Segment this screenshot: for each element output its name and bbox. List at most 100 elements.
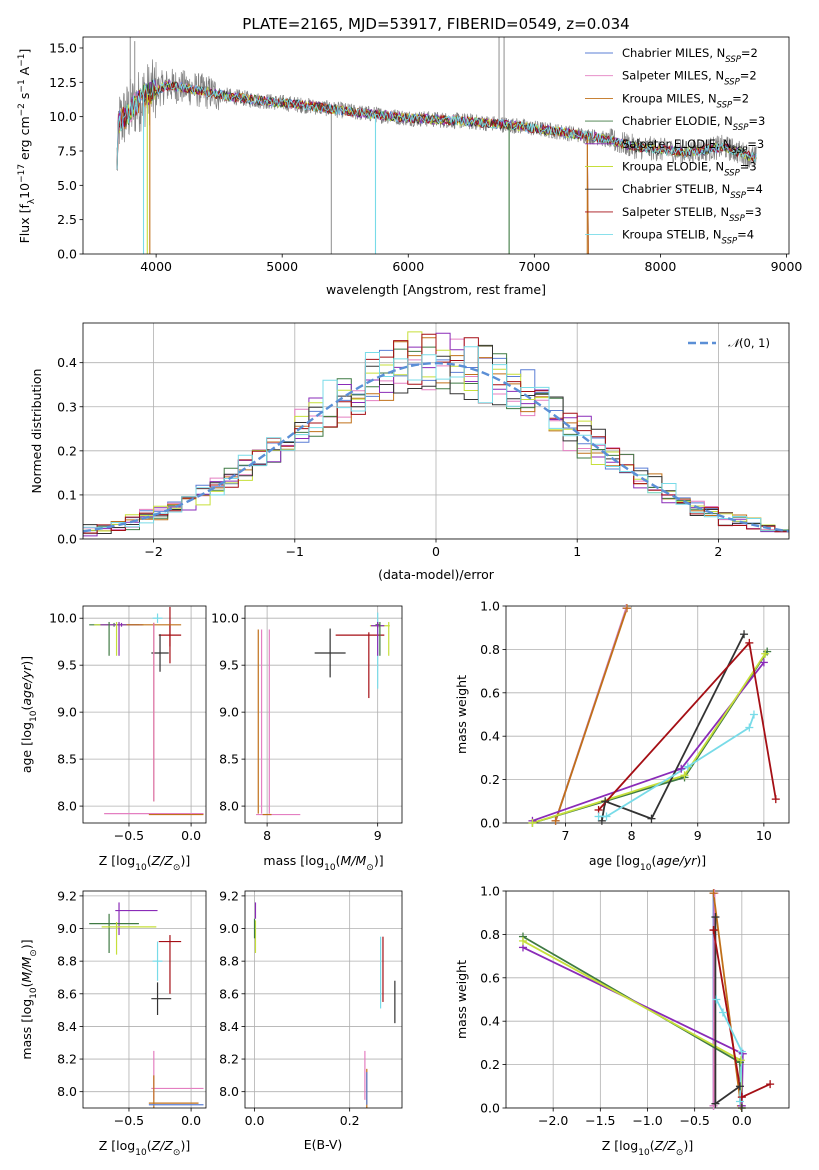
- x-tick-label: 0.0: [245, 1113, 265, 1128]
- massweight_vs_age-frame: [505, 605, 790, 824]
- massweight_vs_Z-xlabel: Z [log10(Z/Z⊙)]: [602, 1138, 693, 1158]
- y-tick-label: 2.5: [57, 212, 77, 227]
- y-tick-label: 8.5: [57, 752, 77, 767]
- label-part: 10: [638, 1148, 650, 1158]
- age_vs_mass-axes: 8 9 8.0 8.5 9.0 9.5 10.0: [211, 605, 403, 843]
- label-part: 10: [640, 863, 652, 873]
- mass_vs_Z-frame: [82, 890, 207, 1109]
- y-tick-label: 8.0: [57, 799, 77, 814]
- label-part: ⊙: [366, 863, 374, 873]
- x-tick-label: −2.0: [538, 1113, 568, 1128]
- y-tick-label: 8.2: [219, 1052, 239, 1067]
- mass_vs_Z-plot: [83, 891, 206, 1108]
- massweight_vs_age-plot: [506, 606, 789, 823]
- label-part: Z/Z: [151, 1138, 174, 1153]
- label-part: 10: [135, 863, 147, 873]
- label-part: ]: [17, 49, 32, 54]
- legend-name: Chabrier ELODIE, N: [622, 114, 733, 128]
- y-tick-label: 5.0: [57, 178, 77, 193]
- age_vs_mass-frame: [244, 605, 403, 824]
- x-tick-label: 0.0: [181, 828, 201, 843]
- residuals-legend: 𝒩(0, 1): [688, 336, 770, 350]
- x-tick-label: 9000: [771, 259, 803, 274]
- x-tick-label: 4000: [140, 259, 172, 274]
- age_vs_mass-plot: [245, 606, 402, 823]
- normal-curve: [83, 361, 789, 533]
- y-tick-label: 0.2: [57, 443, 77, 458]
- legend-entry: Chabrier ELODIE, NSSP=3: [622, 114, 765, 133]
- label-part: )]: [19, 939, 34, 949]
- y-tick-label: 0.0: [57, 247, 77, 262]
- y-tick-label: 0.8: [480, 642, 500, 657]
- label-part: )]: [19, 656, 34, 666]
- label-part: ⊙: [173, 863, 181, 873]
- label-part: ⊙: [29, 949, 39, 957]
- y-tick-label: 0.0: [480, 1101, 500, 1116]
- massweight_vs_Z-frame: [505, 890, 790, 1109]
- spectrum-ylabel: Flux [fλ10−17 erg cm−2 s−1 A−1]: [17, 49, 37, 244]
- legend-part: (0, 1): [739, 336, 770, 350]
- mass_vs_ebv-xlabel: E(B-V): [304, 1137, 343, 1152]
- x-tick-label: 9: [694, 828, 702, 843]
- age_vs_Z-frame: [82, 605, 207, 824]
- y-tick-label: 8.4: [219, 1019, 239, 1034]
- massweight-line: [554, 607, 628, 822]
- massweight_vs_Z-ylabel: mass weight: [454, 960, 469, 1039]
- legend-nssp: =3: [747, 137, 764, 151]
- label-part: Z [log: [99, 853, 135, 868]
- mass_vs_ebv-plot: [245, 891, 402, 1108]
- y-tick-label: 8.0: [219, 1084, 239, 1099]
- label-part: )]: [683, 1138, 693, 1153]
- residuals-plot: [83, 323, 789, 539]
- x-tick-label: 7: [562, 828, 570, 843]
- x-tick-label: 8: [628, 828, 636, 843]
- figure-title: PLATE=2165, MJD=53917, FIBERID=0549, z=0…: [242, 15, 629, 33]
- legend-sub: SSP: [717, 100, 733, 110]
- x-tick-label: 0.0: [732, 1113, 752, 1128]
- label-part: mass [log: [263, 853, 324, 868]
- x-tick-label: −0.5: [114, 828, 144, 843]
- y-tick-label: 8.0: [57, 1084, 77, 1099]
- legend-name: Kroupa STELIB, N: [622, 228, 722, 242]
- label-part: 10: [135, 1148, 147, 1158]
- massweight_vs_age-xlabel: age [log10(age/yr)]: [589, 853, 706, 873]
- label-part: M/M: [19, 956, 34, 982]
- y-tick-label: 8.2: [57, 1052, 77, 1067]
- label-part: )]: [374, 853, 384, 868]
- massweight_vs_Z-plot: [506, 891, 789, 1108]
- y-tick-label: 0.0: [480, 816, 500, 831]
- label-part: )]: [180, 853, 190, 868]
- x-tick-label: 8000: [645, 259, 677, 274]
- label-part: ⊙: [676, 1148, 684, 1158]
- legend-nssp: =3: [740, 160, 757, 174]
- label-part: mass [log: [19, 999, 34, 1060]
- label-part: Flux [f: [17, 204, 32, 244]
- y-tick-label: 8.8: [57, 954, 77, 969]
- y-tick-label: 8.4: [57, 1019, 77, 1034]
- legend-nssp: =3: [748, 114, 765, 128]
- x-tick-label: −0.5: [679, 1113, 709, 1128]
- y-tick-label: 9.0: [219, 921, 239, 936]
- y-tick-label: 0.2: [480, 1057, 500, 1072]
- label-part: A: [17, 66, 32, 79]
- legend-sub: SSP: [724, 78, 740, 88]
- age_vs_mass-xlabel: mass [log10(M/M⊙)]: [263, 853, 383, 873]
- label-part: 10: [29, 710, 39, 722]
- y-tick-label: 15.0: [49, 40, 77, 55]
- x-tick-label: −1.5: [585, 1113, 615, 1128]
- legend-nssp: =2: [732, 91, 749, 105]
- massweight-line: [532, 661, 765, 822]
- massweight_vs_age-ylabel: mass weight: [454, 675, 469, 754]
- massweight_vs_age-axes: 7 8 9 10 0.0 0.2 0.4 0.6 0.8 1.0: [480, 599, 790, 843]
- legend-name: Salpeter ELODIE, N: [622, 137, 732, 151]
- age_vs_Z-ylabel: age [log10(age/yr)]: [19, 656, 39, 773]
- label-part: Z/Z: [151, 853, 174, 868]
- spectrum-model-line: [116, 79, 757, 170]
- massweight-line: [522, 940, 743, 1108]
- massweight-line: [532, 653, 766, 823]
- y-tick-label: 9.2: [57, 888, 77, 903]
- legend-sub: SSP: [730, 191, 746, 201]
- residual-histogram: [83, 346, 789, 533]
